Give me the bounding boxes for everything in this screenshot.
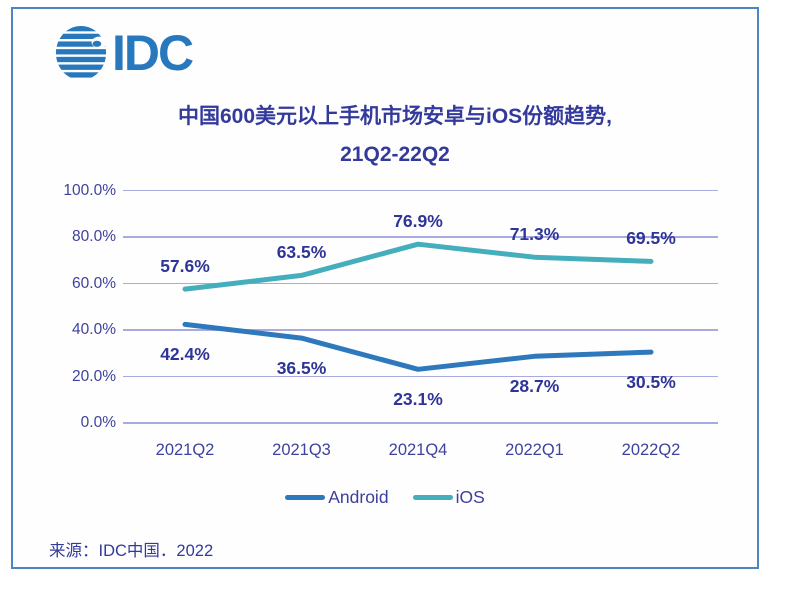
globe-stripes-icon bbox=[55, 26, 108, 78]
y-axis-tick: 20.0% bbox=[72, 367, 116, 385]
legend: Android iOS bbox=[11, 487, 759, 508]
gridline bbox=[123, 236, 718, 238]
idc-logo: IDC bbox=[54, 24, 194, 82]
gridline bbox=[123, 329, 718, 331]
ios-data-label: 57.6% bbox=[160, 256, 210, 277]
y-axis-tick: 80.0% bbox=[72, 228, 116, 245]
android-data-label: 36.5% bbox=[276, 358, 327, 379]
legend-label: Android bbox=[328, 487, 389, 507]
legend-item-ios: iOS bbox=[412, 487, 485, 508]
ios-data-label: 71.3% bbox=[509, 224, 560, 245]
chart-title: 中国600美元以上手机市场安卓与iOS份额趋势, bbox=[177, 105, 613, 128]
gridline bbox=[123, 282, 718, 285]
ios-line bbox=[182, 241, 654, 292]
android-data-label: 42.4% bbox=[160, 344, 210, 365]
x-axis-tick: 2021Q3 bbox=[272, 441, 331, 459]
android-line bbox=[182, 321, 654, 372]
legend-item-android: Android bbox=[285, 487, 389, 508]
chart-subtitle: 21Q2-22Q2 bbox=[340, 143, 450, 166]
x-axis-tick: 2022Q1 bbox=[505, 441, 564, 459]
y-axis-tick: 40.0% bbox=[72, 321, 116, 338]
y-axis-tick: 100.0% bbox=[63, 181, 116, 199]
y-axis-tick: 60.0% bbox=[72, 274, 116, 292]
gridline bbox=[123, 189, 718, 192]
logo-text: IDC bbox=[112, 25, 194, 81]
ios-data-label: 69.5% bbox=[626, 228, 676, 249]
gridline bbox=[123, 375, 718, 378]
legend-swatch-android bbox=[285, 495, 326, 500]
android-data-label: 23.1% bbox=[393, 389, 443, 410]
android-data-label: 30.5% bbox=[626, 372, 676, 393]
source-text: 来源：IDC中国．2022 bbox=[49, 542, 214, 560]
ios-data-label: 76.9% bbox=[393, 211, 443, 232]
x-axis-tick: 2021Q4 bbox=[388, 441, 448, 459]
ios-data-label: 63.5% bbox=[276, 242, 327, 263]
android-data-label: 28.7% bbox=[509, 376, 560, 397]
legend-label: iOS bbox=[455, 487, 485, 507]
gridline bbox=[123, 422, 718, 424]
y-axis-tick: 0.0% bbox=[80, 414, 116, 431]
chart-border-frame bbox=[11, 7, 759, 569]
x-axis-tick: 2021Q2 bbox=[155, 441, 215, 459]
legend-swatch-ios bbox=[412, 495, 453, 500]
x-axis-tick: 2022Q2 bbox=[621, 441, 681, 459]
